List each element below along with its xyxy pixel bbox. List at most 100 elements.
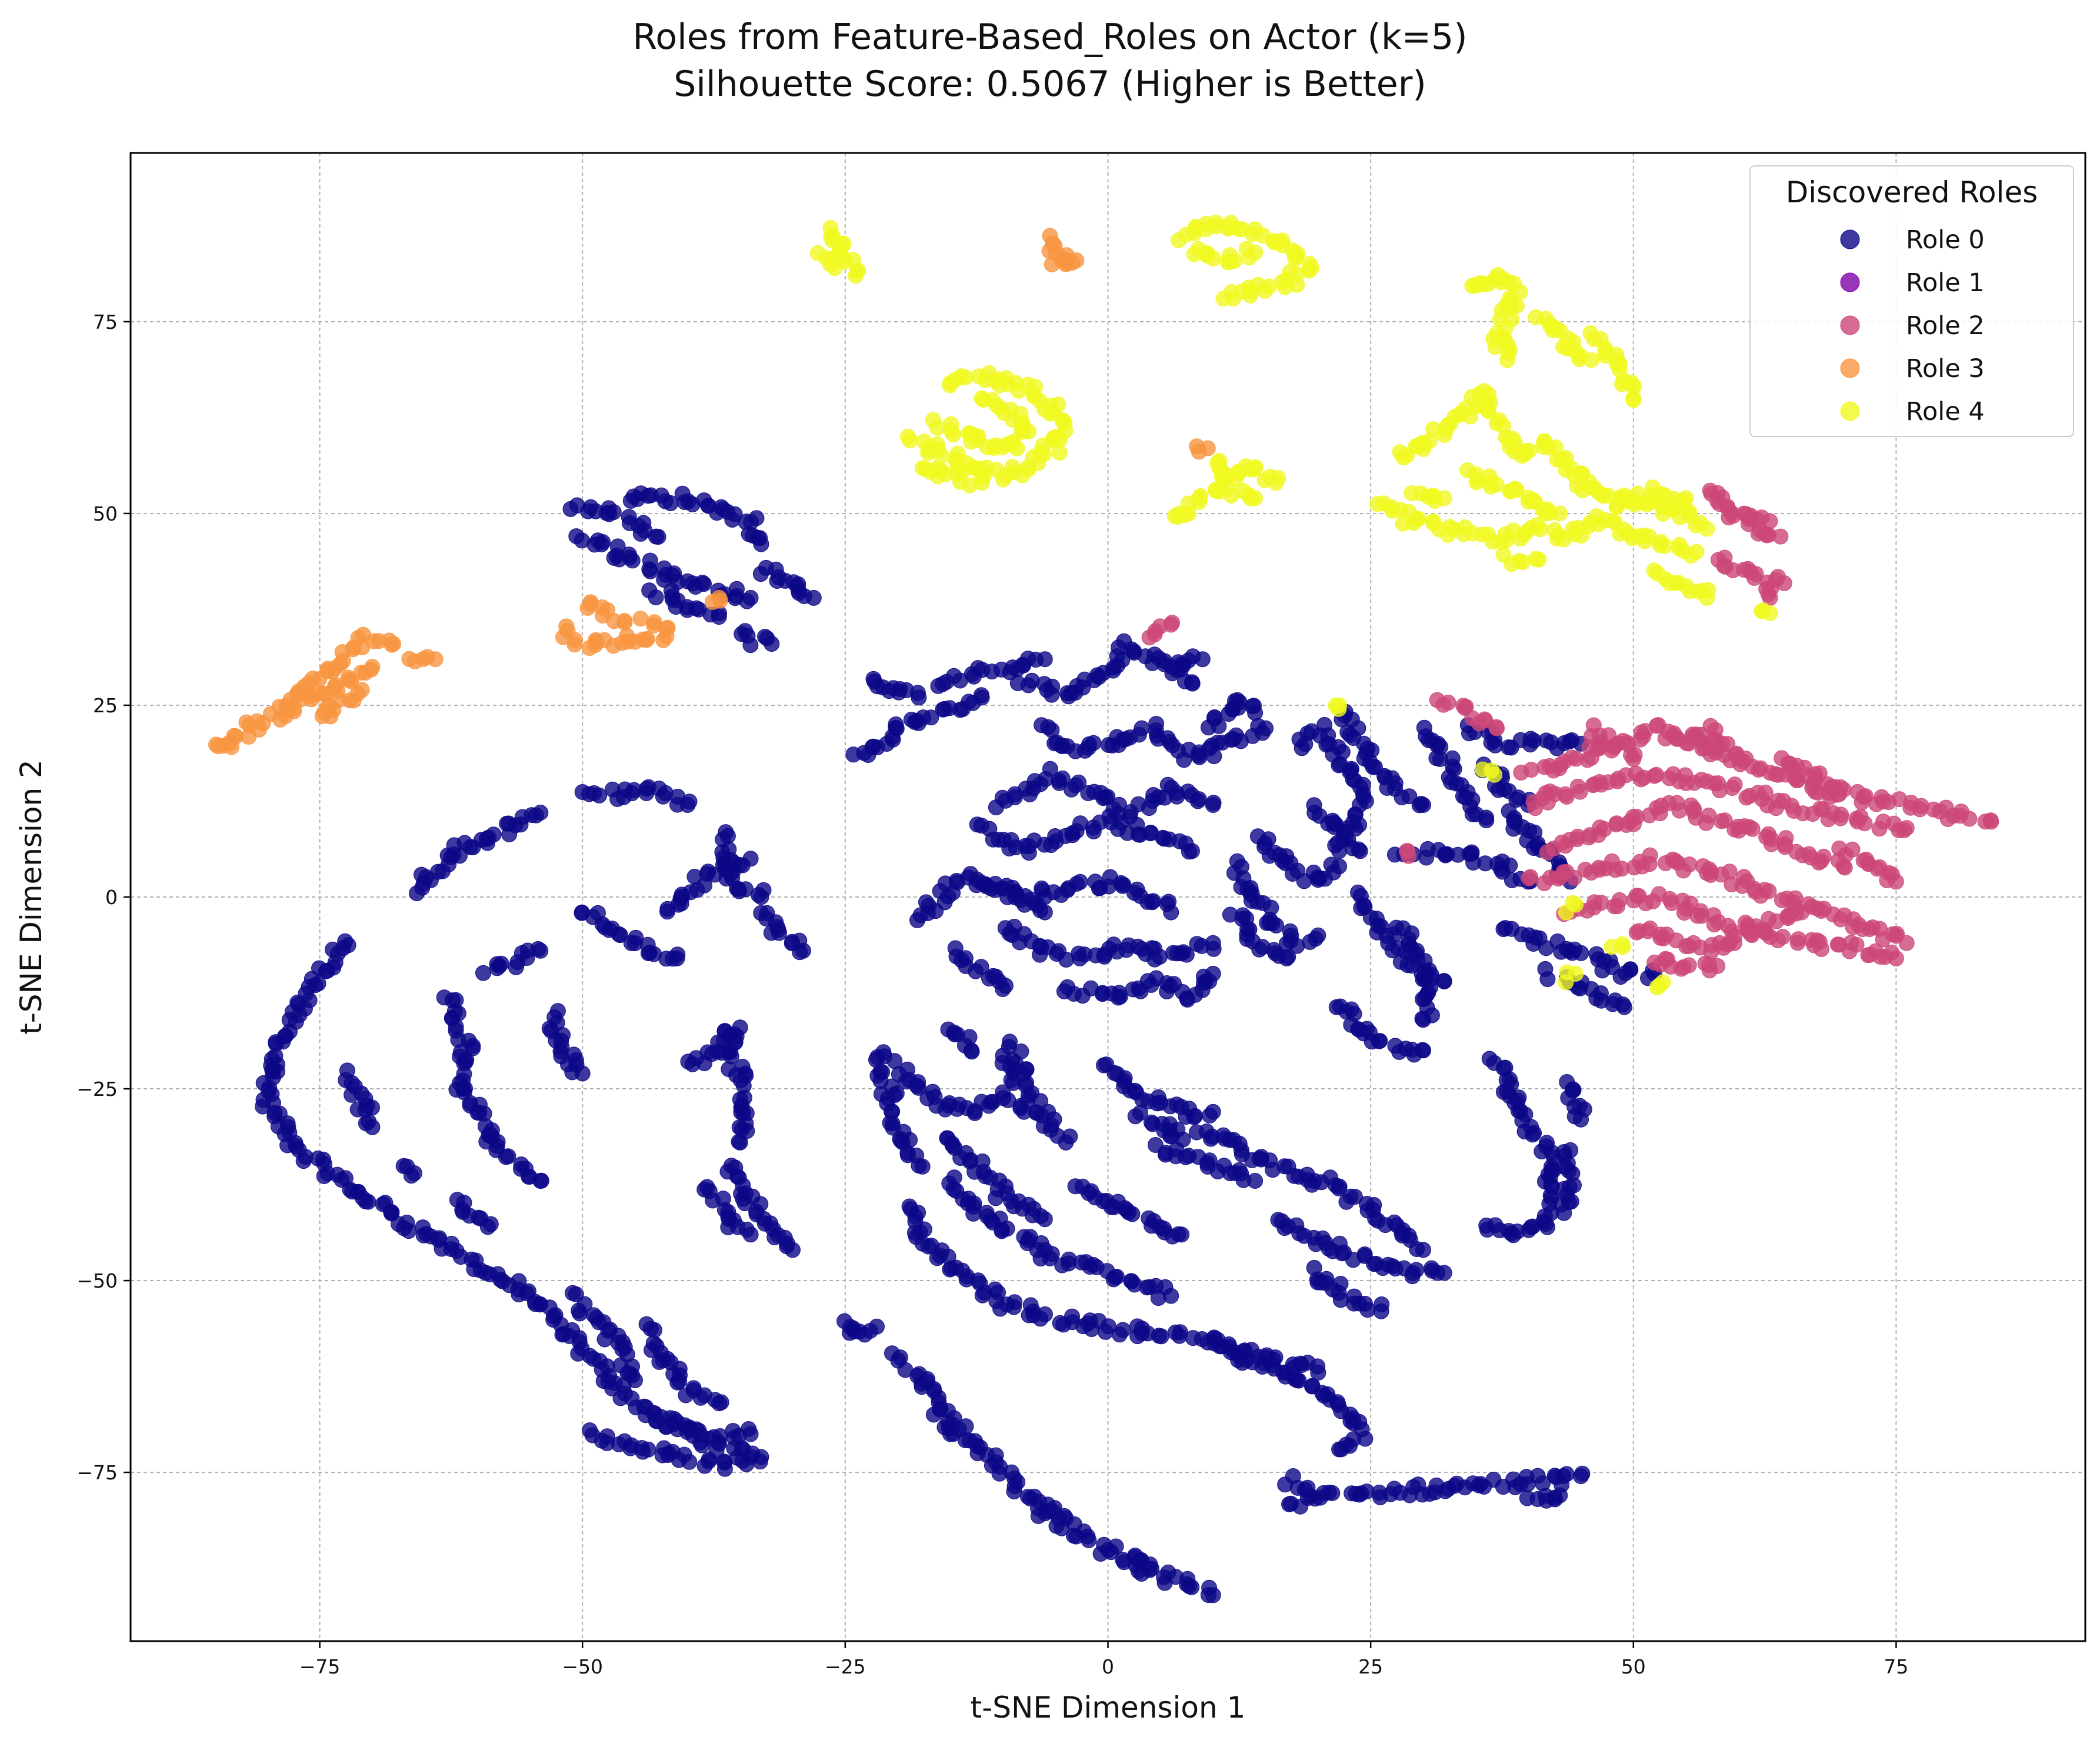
data-point: [648, 589, 664, 606]
x-tick-label: −75: [299, 1655, 341, 1678]
data-point: [1044, 256, 1060, 272]
data-point: [1205, 251, 1222, 267]
legend-label: Role 2: [1906, 311, 1985, 341]
data-point: [1794, 904, 1810, 921]
data-point: [1141, 1279, 1158, 1295]
data-point: [1410, 511, 1426, 527]
data-point: [1573, 945, 1589, 961]
data-point: [1898, 820, 1915, 836]
data-point: [899, 1147, 916, 1163]
data-point: [1246, 461, 1262, 477]
data-point: [1178, 946, 1195, 963]
data-point: [1163, 1288, 1179, 1304]
data-point: [1615, 939, 1631, 955]
data-point: [1037, 1306, 1053, 1322]
data-point: [736, 1195, 753, 1212]
data-point: [1521, 442, 1537, 459]
data-point: [742, 851, 759, 867]
data-point: [632, 611, 649, 627]
data-point: [923, 709, 939, 726]
data-point: [268, 1034, 284, 1051]
data-point: [1709, 958, 1726, 974]
data-point: [1387, 1261, 1404, 1277]
data-point: [785, 1242, 801, 1258]
data-point: [1006, 1299, 1022, 1315]
data-point: [1186, 1109, 1202, 1125]
data-point: [1316, 1388, 1332, 1404]
data-point: [479, 1219, 496, 1235]
data-point: [930, 441, 946, 458]
data-point: [681, 1453, 698, 1470]
data-point: [462, 839, 479, 855]
data-point: [1401, 788, 1418, 805]
data-point: [485, 826, 502, 843]
data-point: [669, 950, 685, 966]
data-point: [648, 528, 664, 545]
data-point: [826, 260, 843, 276]
data-point: [1215, 291, 1232, 307]
data-point: [805, 589, 822, 606]
data-point: [1552, 756, 1568, 773]
data-point: [1085, 735, 1102, 751]
data-point: [1324, 1485, 1341, 1501]
data-point: [1541, 439, 1557, 456]
data-point: [999, 1221, 1015, 1237]
x-tick-label: −50: [562, 1655, 603, 1678]
data-point: [671, 1373, 688, 1389]
data-point: [1468, 466, 1484, 482]
data-point: [968, 963, 984, 979]
data-point: [605, 504, 622, 521]
data-point: [942, 375, 958, 391]
data-point: [1436, 973, 1452, 989]
data-point: [1678, 490, 1694, 506]
data-point: [1171, 1328, 1188, 1344]
data-point: [1857, 788, 1874, 804]
data-point: [1205, 1587, 1221, 1603]
data-point: [632, 525, 649, 542]
data-point: [1566, 869, 1582, 886]
data-point: [566, 636, 583, 653]
data-point: [1266, 942, 1282, 958]
data-point: [1591, 862, 1608, 878]
data-point: [753, 536, 769, 552]
data-point: [1699, 589, 1715, 606]
data-point: [574, 1065, 591, 1082]
y-tick-label: 75: [93, 311, 118, 334]
data-point: [1521, 1222, 1537, 1238]
series-role-0: [255, 485, 1662, 1603]
data-point: [1036, 1211, 1053, 1228]
data-point: [1484, 762, 1500, 779]
data-point: [1054, 770, 1071, 786]
data-point: [1982, 812, 1999, 829]
data-point: [1838, 846, 1854, 863]
data-point: [624, 785, 640, 802]
data-point: [1109, 1269, 1125, 1285]
data-point: [1622, 961, 1639, 978]
data-point: [726, 506, 743, 522]
data-point: [1098, 789, 1114, 806]
data-point: [639, 631, 655, 647]
data-point: [771, 569, 787, 585]
data-point: [1726, 776, 1743, 793]
data-point: [1568, 965, 1584, 982]
data-point: [1645, 479, 1661, 496]
data-point: [1528, 309, 1544, 325]
x-axis-label: t-SNE Dimension 1: [971, 1691, 1246, 1725]
data-point: [1813, 853, 1829, 869]
data-point: [1440, 694, 1456, 711]
x-tick-label: −25: [825, 1655, 866, 1678]
data-point: [705, 1192, 721, 1209]
y-axis-label: t-SNE Dimension 2: [14, 759, 48, 1035]
data-point: [1331, 858, 1347, 875]
legend-label: Role 4: [1906, 397, 1985, 426]
data-point: [1555, 1468, 1572, 1484]
legend-items: Role 0 Role 1 Role 2 Role 3 Role 4: [1840, 225, 1985, 426]
data-point: [1675, 862, 1692, 879]
data-point: [1572, 784, 1588, 800]
data-point: [1888, 874, 1904, 890]
data-point: [500, 1148, 516, 1165]
x-tick-label: 50: [1621, 1655, 1646, 1678]
data-point: [742, 637, 759, 654]
data-point: [1436, 1265, 1452, 1281]
